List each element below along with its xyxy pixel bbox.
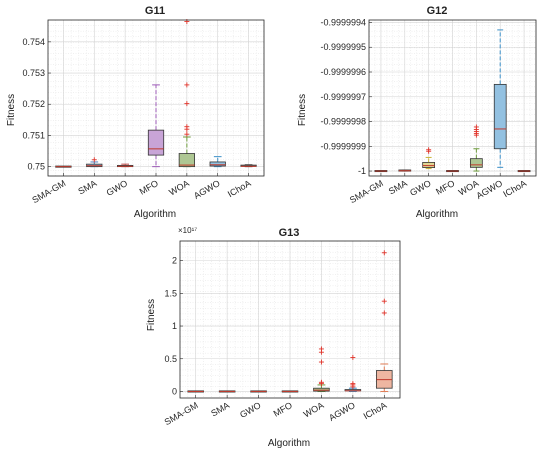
g13-box-sma-gm (187, 390, 204, 393)
g11-box-sma-gm (55, 165, 72, 168)
g12-xtick-label: SMA (387, 178, 409, 196)
g13-box-woa (313, 346, 330, 392)
g11-box-woa (178, 19, 195, 168)
g12-ytick-label: -0.9999994 (320, 17, 366, 27)
g12-box-mfo (446, 170, 459, 173)
g11-ytick-label: 0.752 (22, 99, 45, 109)
g13-box-sma (218, 390, 236, 393)
g11-box-ichoa (240, 164, 257, 168)
g12-ylabel: Fitness (297, 94, 308, 126)
g12-box-ichoa (517, 170, 531, 173)
g11-box-gwo (117, 163, 134, 168)
g13-xtick-label: AGWO (327, 400, 357, 423)
g12-ytick-label: -0.9999997 (320, 92, 366, 102)
g13-axes-frame (179, 240, 401, 399)
g12-box-sma (398, 169, 412, 172)
g13-ytick-label: 2 (172, 256, 177, 266)
g11-outlier (184, 101, 190, 107)
g11-outlier (184, 131, 190, 137)
g11-ytick-label: 0.754 (22, 37, 45, 47)
g12-ytick-label: -0.9999995 (320, 42, 366, 52)
g11-xtick-label: MFO (138, 178, 160, 197)
g12-outlier (426, 147, 432, 153)
g11-box-sma (86, 157, 103, 168)
g12-box-agwo (493, 29, 507, 168)
g11-xtick-label: SMA (76, 178, 98, 196)
g13-outlier (318, 359, 324, 365)
g13-exponent-label: ×10¹⁷ (178, 226, 197, 235)
g12-iqr-box (422, 161, 436, 168)
g11-outlier (184, 124, 190, 130)
g11-axes-frame (47, 19, 265, 177)
g12-iqr-box (493, 83, 507, 150)
g13-outlier (381, 310, 387, 316)
g11-xtick-label: GWO (105, 178, 129, 198)
g13-outlier (381, 298, 387, 304)
g12-ytick-label: -1 (358, 166, 366, 176)
g13-xtick-label: IChoA (362, 400, 389, 421)
g11-plot: 0.75 0.751 0.752 0.753 0.754 SMA-GM SMA GWO MFO W… (22, 19, 265, 205)
g11-xtick-label: AGWO (192, 178, 222, 201)
g13-title: G13 (279, 227, 300, 239)
g11-outlier (184, 82, 190, 88)
g13-box-gwo (250, 390, 267, 393)
g13-plot: 0 0.5 1 1.5 2 SMA-GM SMA GWO MFO WOA AGWO IChoA (163, 240, 401, 427)
g12-xlabel: Algorithm (416, 209, 458, 220)
g12-title: G12 (427, 5, 448, 17)
g13-xlabel: Algorithm (268, 438, 310, 449)
g12-ytick-label: -0.9999999 (320, 141, 366, 151)
g13-xtick-label: SMA (209, 400, 231, 418)
g12-xtick-label: IChoA (501, 178, 528, 199)
g12-ytick-label: -0.9999998 (320, 117, 366, 127)
g11-xtick-label: SMA-GM (30, 178, 67, 205)
g11-box-mfo (147, 84, 165, 168)
g12-box-sma-gm (374, 170, 388, 173)
g13-xtick-label: SMA-GM (163, 400, 200, 427)
g13-outlier (318, 379, 324, 385)
g13-ytick-label: 1.5 (164, 288, 177, 298)
g12-plot: -1 -0.9999999 -0.9999998 -0.9999997 -0.99999… (320, 17, 537, 205)
panel-g12: G12 Algorithm Fitness -1 -0.9999999 -0.999… (297, 5, 537, 220)
g12-box-woa (469, 124, 483, 172)
g11-xlabel: Algorithm (134, 209, 176, 220)
g13-xtick-label: MFO (272, 400, 294, 419)
g12-iqr-box (469, 158, 483, 168)
g11-ytick-label: 0.75 (27, 162, 45, 172)
g12-xtick-label: SMA-GM (348, 178, 385, 205)
g12-outlier (473, 124, 479, 130)
g13-xtick-label: GWO (238, 400, 262, 420)
g13-box-agwo (344, 354, 362, 392)
g13-box-ichoa (376, 250, 393, 392)
g11-ylabel: Fitness (6, 94, 17, 126)
g11-title: G11 (145, 5, 165, 17)
g13-box-mfo (281, 390, 299, 393)
panel-g11: G11 Algorithm Fitness 0.750.7510.7520.75… (6, 5, 265, 220)
g11-box-agwo (209, 156, 226, 168)
g11-ytick-label: 0.753 (22, 68, 45, 78)
g13-ylabel: Fitness (146, 299, 157, 331)
g11-ytick-label: 0.751 (22, 130, 45, 140)
g11-iqr-box (178, 153, 195, 168)
g13-ytick-label: 1 (172, 321, 177, 331)
g11-iqr-box (147, 129, 165, 156)
g13-outlier (381, 250, 387, 256)
g12-ytick-label: -0.9999996 (320, 67, 366, 77)
g13-outlier (350, 354, 356, 360)
g13-ytick-label: 0 (172, 386, 177, 396)
g11-iqr-box (209, 161, 226, 167)
g11-xtick-label: IChoA (226, 178, 253, 199)
g11-xtick-label: WOA (167, 178, 191, 197)
g12-axes-frame (368, 19, 537, 177)
g12-xtick-label: MFO (434, 178, 456, 197)
g13-outlier (350, 381, 356, 387)
g12-xtick-label: GWO (408, 178, 432, 198)
panel-g13: G13 ×10¹⁷ Algorithm Fitness 0 0.5 1 1.5 2 SMA… (146, 226, 401, 449)
g13-ytick-label: 0.5 (164, 354, 177, 364)
g12-xtick-label: AGWO (475, 178, 505, 201)
g13-xtick-label: WOA (302, 400, 326, 419)
g11-outlier (91, 157, 97, 163)
g13-outlier (318, 346, 324, 352)
g12-box-gwo (422, 147, 436, 170)
